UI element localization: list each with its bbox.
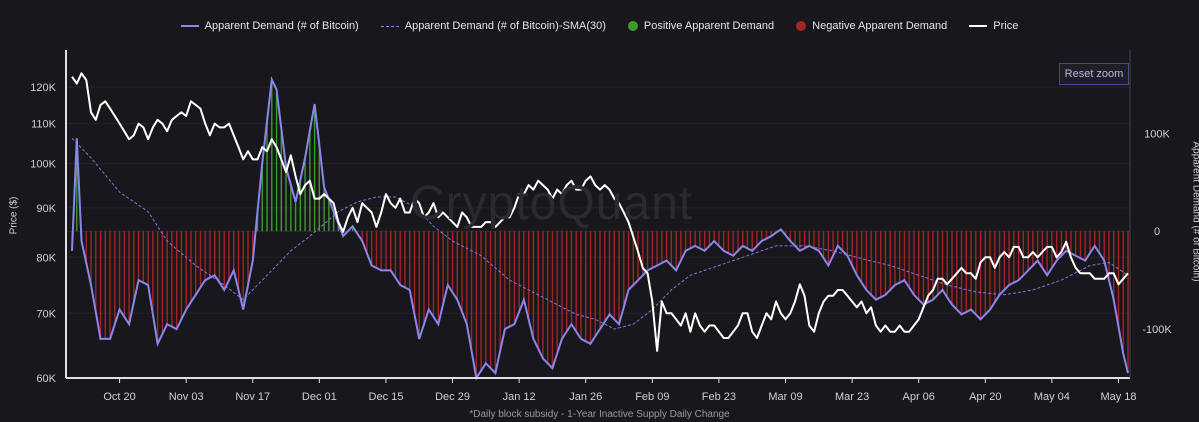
left-tick-label: 80K xyxy=(36,252,56,264)
legend-label: Positive Apparent Demand xyxy=(643,20,775,32)
x-tick-label: Dec 15 xyxy=(369,391,404,403)
green-dot-icon xyxy=(627,21,638,31)
right-tick-label: 0 xyxy=(1154,226,1160,238)
x-tick-label: May 04 xyxy=(1034,391,1070,403)
line-swatch-icon xyxy=(180,25,199,27)
x-tick-label: Dec 29 xyxy=(435,391,470,403)
white-line-swatch-icon xyxy=(969,25,988,27)
x-tick-label: Feb 09 xyxy=(635,391,669,403)
legend-label: Price xyxy=(993,20,1019,32)
x-tick-label: May 18 xyxy=(1100,391,1136,403)
left-tick-label: 110K xyxy=(31,119,57,131)
watermark: CryptoQuant xyxy=(410,177,694,230)
left-tick-label: 60K xyxy=(36,373,56,385)
right-tick-label: -100K xyxy=(1142,324,1172,336)
left-tick-label: 120K xyxy=(30,82,56,94)
legend-item-apparent-demand[interactable]: Apparent Demand (# of Bitcoin) xyxy=(180,20,359,32)
x-tick-label: Apr 06 xyxy=(902,391,934,403)
x-tick-label: Nov 17 xyxy=(235,391,270,403)
left-tick-label: 90K xyxy=(36,203,56,215)
left-axis-title: Price ($) xyxy=(8,196,20,235)
red-dot-icon xyxy=(796,21,807,31)
x-tick-label: Dec 01 xyxy=(302,391,337,403)
x-tick-label: Nov 03 xyxy=(169,391,204,403)
legend-item-apparent-demand-sma[interactable]: Apparent Demand (# of Bitcoin)-SMA(30) xyxy=(380,20,606,32)
legend: Apparent Demand (# of Bitcoin) Apparent … xyxy=(0,20,1199,32)
x-tick-label: Apr 20 xyxy=(969,391,1001,403)
legend-label: Apparent Demand (# of Bitcoin)-SMA(30) xyxy=(404,20,606,32)
price-line xyxy=(71,72,1129,352)
x-tick-label: Oct 20 xyxy=(103,391,135,403)
x-tick-label: Feb 23 xyxy=(702,391,736,403)
dashed-line-swatch-icon xyxy=(380,25,399,27)
left-tick-label: 100K xyxy=(30,159,56,171)
x-tick-label: Mar 23 xyxy=(835,391,869,403)
legend-item-positive-demand[interactable]: Positive Apparent Demand xyxy=(627,20,775,32)
apparent-demand-line xyxy=(71,76,1129,381)
x-tick-label: Jan 26 xyxy=(569,391,602,403)
right-tick-label: 100K xyxy=(1144,128,1170,140)
legend-item-negative-demand[interactable]: Negative Apparent Demand xyxy=(796,20,947,32)
x-tick-label: Jan 12 xyxy=(503,391,536,403)
left-tick-label: 70K xyxy=(36,308,56,320)
legend-item-price[interactable]: Price xyxy=(969,20,1018,32)
x-tick-label: Mar 09 xyxy=(768,391,802,403)
legend-label: Apparent Demand (# of Bitcoin) xyxy=(204,20,359,32)
reset-zoom-button[interactable]: Reset zoom xyxy=(1059,63,1129,85)
right-axis-title: Apparent Demand (# of Bitcoin) xyxy=(1190,141,1199,282)
legend-label: Negative Apparent Demand xyxy=(812,20,948,32)
footnote: *Daily block subsidy - 1-Year Inactive S… xyxy=(469,409,730,420)
